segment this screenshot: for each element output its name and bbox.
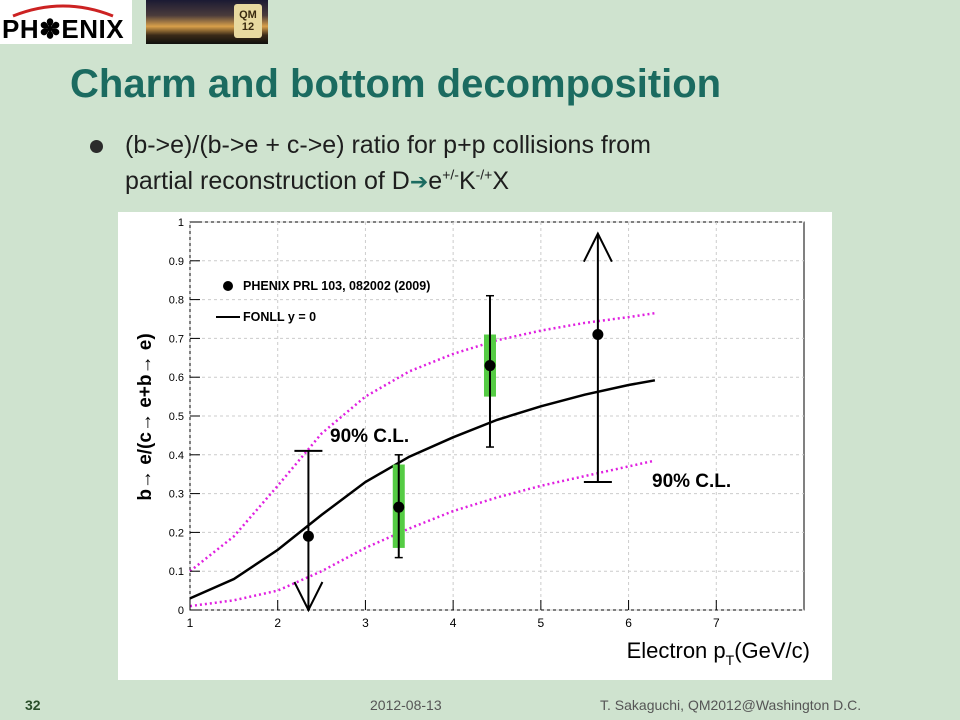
fonll-central-line [189, 379, 656, 600]
y-tick-label: 0.6 [169, 372, 184, 384]
y-tick-label: 0.8 [169, 295, 184, 307]
data-point [393, 501, 405, 513]
badge-line1: QM [239, 9, 257, 21]
y-tick-label: 0.5 [169, 411, 184, 423]
bullet-line2-d: X [492, 167, 510, 195]
decay-arrow-icon: ➔ [409, 170, 429, 195]
chart-panel: 1 2 3 4 5 6 7 0 0.1 0.2 0.3 0.4 0.5 0.6 0.7 0.8 0.9 1 b→ … [118, 212, 832, 680]
fonll-lower-band [189, 459, 656, 608]
x-tick-label: 7 [713, 616, 720, 630]
y-tick-label: 0.3 [169, 489, 184, 501]
bullet-line1: (b->e)/(b->e + c->e) ratio for p+p colli… [125, 131, 651, 159]
bullet-dot-icon [90, 140, 103, 153]
x-axis-label-sub: T [726, 652, 735, 668]
qm-badge: QM 12 [234, 4, 262, 38]
footer-author: T. Sakaguchi, QM2012@Washington D.C. [600, 697, 862, 713]
legend-line-label: FONLL y = 0 [243, 310, 316, 324]
y-tick-label: 0.1 [169, 566, 184, 578]
limit-arrow [582, 231, 613, 263]
data-point [592, 329, 604, 341]
slide-title: Charm and bottom decomposition [70, 62, 722, 106]
phenix-logo: PH✽ENIX [0, 0, 132, 44]
page-number: 32 [25, 697, 41, 713]
tick-layer: 1 2 3 4 5 6 7 0 0.1 0.2 0.3 0.4 0.5 0.6 0.7 0.8 0.9 1 [169, 217, 720, 630]
annotation-cl-left: 90% C.L. [330, 426, 409, 447]
grid-layer [189, 221, 804, 611]
x-axis-label-unit: (GeV/c) [734, 638, 810, 663]
bullet-sup1: +/- [442, 166, 459, 183]
badge-line2: 12 [241, 21, 255, 33]
fonll-band-layer [189, 311, 656, 608]
y-tick-label: 0.7 [169, 333, 184, 345]
x-tick-label: 1 [187, 616, 194, 630]
bullet-line2-c: K [458, 167, 476, 195]
y-tick-label: 0.4 [169, 450, 184, 462]
y-tick-label: 0 [178, 605, 184, 617]
annotation-cl-right: 90% C.L. [652, 471, 731, 492]
x-tick-label: 3 [362, 616, 369, 630]
data-point [484, 360, 496, 372]
x-tick-label: 2 [274, 616, 281, 630]
bullet-line2-b: e [428, 167, 443, 195]
x-tick-label: 4 [450, 616, 457, 630]
y-tick-label: 0.2 [169, 527, 184, 539]
data-marks-layer [293, 231, 613, 613]
logo-text: PH✽ENIX [2, 13, 125, 44]
y-tick-label: 1 [178, 217, 184, 229]
data-point [302, 530, 314, 542]
y-axis-label: b→ e/(c→ e+b→ e) [135, 333, 156, 500]
x-tick-label: 5 [538, 616, 545, 630]
y-tick-label: 0.9 [169, 256, 184, 268]
logo-swoosh-icon [12, 4, 114, 18]
footer-date: 2012-08-13 [370, 697, 442, 713]
x-axis-label: Electron pT(GeV/c) [627, 638, 810, 668]
bullet-text: (b->e)/(b->e + c->e) ratio for p+p colli… [125, 127, 845, 201]
fonll-upper-band [189, 311, 656, 573]
legend-data-label: PHENIX PRL 103, 082002 (2009) [243, 279, 430, 293]
bullet-sup2: -/+ [475, 166, 493, 183]
bullet-line2-a: partial reconstruction of D [125, 167, 410, 195]
limit-arrow [293, 581, 324, 613]
legend-marker [223, 281, 233, 291]
ratio-chart: 1 2 3 4 5 6 7 0 0.1 0.2 0.3 0.4 0.5 0.6 0.7 0.8 0.9 1 b→ … [135, 217, 810, 668]
x-axis-label-main: Electron p [627, 638, 726, 663]
x-tick-label: 6 [625, 616, 632, 630]
